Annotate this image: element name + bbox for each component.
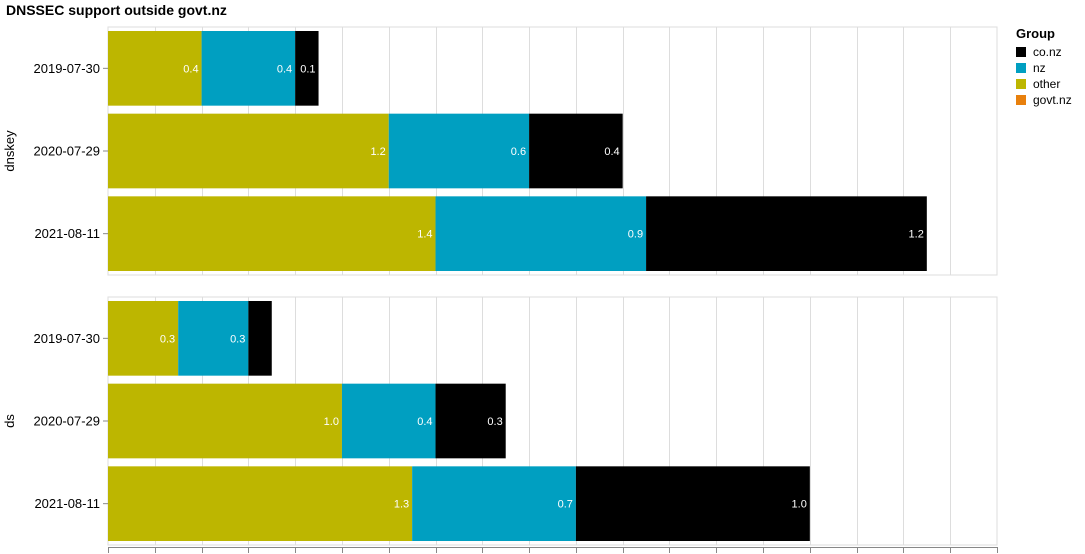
bar-dnskey-2020-07-29-nz <box>388 113 530 189</box>
y-tick-label-dnskey-2019-07-30: 2019-07-30 <box>34 61 101 76</box>
bar-ds-2020-07-29-nz <box>341 383 436 459</box>
data-label-ds-2020-07-29-nz: 0.4 <box>417 416 432 428</box>
legend-item-govt-nz[interactable]: govt.nz <box>1016 92 1072 108</box>
data-label-ds-2019-07-30-nz: 0.3 <box>230 333 245 345</box>
data-label-dnskey-2020-07-29-other: 1.2 <box>370 146 385 158</box>
facet-label-dnskey: dnskey <box>2 130 17 172</box>
y-tick-label-dnskey-2020-07-29: 2020-07-29 <box>34 144 101 159</box>
bar-dnskey-2021-08-11-nz <box>435 196 647 271</box>
legend-label-co-nz: co.nz <box>1033 45 1062 59</box>
legend-item-co-nz[interactable]: co.nz <box>1016 44 1072 60</box>
data-label-dnskey-2019-07-30-other: 0.4 <box>183 63 198 75</box>
legend-label-other: other <box>1033 77 1061 91</box>
bar-dnskey-2020-07-29-other <box>108 113 389 189</box>
chart-title: DNSSEC support outside govt.nz <box>6 2 227 18</box>
legend-swatch-co-nz <box>1016 47 1026 57</box>
y-tick-label-ds-2020-07-29: 2020-07-29 <box>34 414 101 429</box>
y-tick-label-ds-2019-07-30: 2019-07-30 <box>34 331 101 346</box>
legend-swatch-govt-nz <box>1016 95 1026 105</box>
bar-dnskey-2020-07-29-co-nz <box>529 113 623 189</box>
legend: Group co.nz nz other govt.nz <box>1016 26 1072 108</box>
bar-ds-2019-07-30-other <box>108 301 179 376</box>
legend-swatch-other <box>1016 79 1026 89</box>
data-label-dnskey-2021-08-11-other: 1.4 <box>417 229 432 241</box>
data-label-ds-2020-07-29-co-nz: 0.3 <box>487 416 502 428</box>
bar-ds-2020-07-29-other <box>108 383 342 459</box>
legend-label-nz: nz <box>1033 61 1046 75</box>
bar-ds-2021-08-11-nz <box>412 466 576 541</box>
legend-item-other[interactable]: other <box>1016 76 1072 92</box>
data-label-dnskey-2020-07-29-nz: 0.6 <box>511 146 526 158</box>
bar-ds-2021-08-11-co-nz <box>575 466 810 541</box>
data-label-ds-2021-08-11-other: 1.3 <box>394 499 409 511</box>
bar-dnskey-2019-07-30-nz <box>201 31 296 106</box>
bar-ds-2021-08-11-other <box>108 466 413 541</box>
data-label-ds-2021-08-11-co-nz: 1.0 <box>792 499 807 511</box>
data-label-dnskey-2020-07-29-co-nz: 0.4 <box>604 146 619 158</box>
data-label-dnskey-2021-08-11-co-nz: 1.2 <box>909 229 924 241</box>
data-label-dnskey-2019-07-30-co-nz: 0.1 <box>300 63 315 75</box>
bar-ds-2020-07-29-co-nz <box>435 383 506 459</box>
bar-ds-2019-07-30-nz <box>178 301 249 376</box>
legend-title: Group <box>1016 26 1055 41</box>
data-label-ds-2020-07-29-other: 1.0 <box>324 416 339 428</box>
y-tick-label-ds-2021-08-11: 2021-08-11 <box>34 496 100 511</box>
bar-dnskey-2019-07-30-other <box>108 31 202 106</box>
data-label-ds-2019-07-30-other: 0.3 <box>160 333 175 345</box>
y-tick-label-dnskey-2021-08-11: 2021-08-11 <box>34 226 100 241</box>
facet-label-ds: ds <box>2 414 17 428</box>
bar-dnskey-2021-08-11-co-nz <box>646 196 927 271</box>
bar-dnskey-2021-08-11-other <box>108 196 436 271</box>
bar-dnskey-2019-07-30-co-nz <box>295 31 319 106</box>
data-label-ds-2021-08-11-nz: 0.7 <box>558 499 573 511</box>
legend-item-nz[interactable]: nz <box>1016 60 1072 76</box>
legend-label-govt-nz: govt.nz <box>1033 93 1072 107</box>
legend-swatch-nz <box>1016 63 1026 73</box>
data-label-dnskey-2019-07-30-nz: 0.4 <box>277 63 292 75</box>
bar-ds-2019-07-30-co-nz <box>248 301 272 376</box>
data-label-dnskey-2021-08-11-nz: 0.9 <box>628 229 643 241</box>
